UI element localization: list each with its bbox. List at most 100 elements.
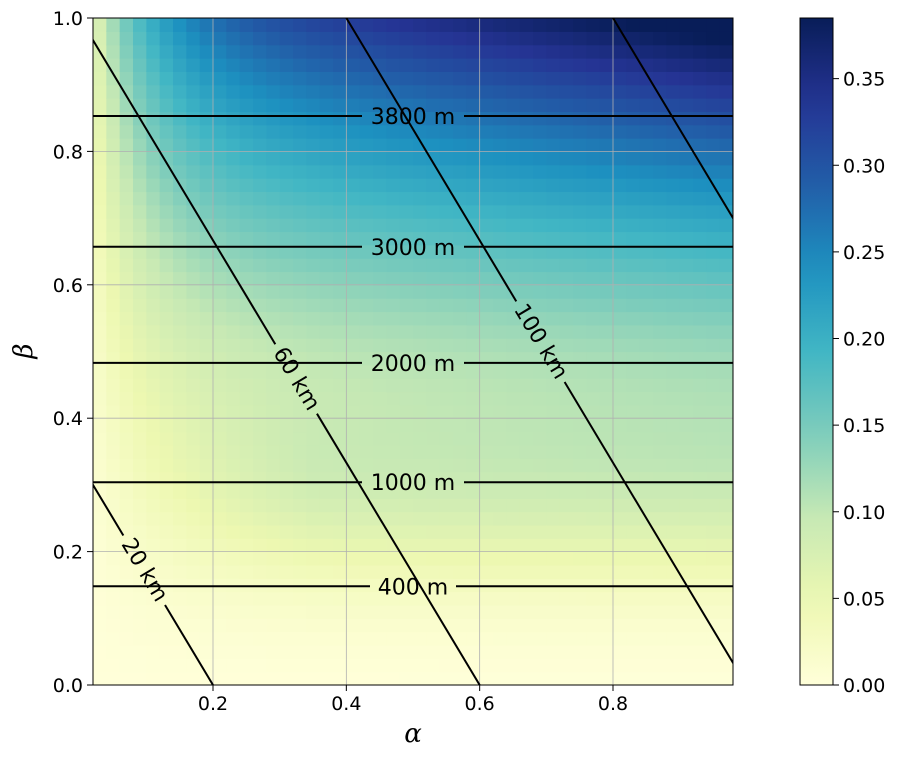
heatmap-cell bbox=[399, 178, 414, 193]
heatmap-cell bbox=[386, 644, 401, 659]
heatmap-cell bbox=[279, 151, 294, 166]
heatmap-cell bbox=[426, 58, 441, 72]
heatmap-cell bbox=[426, 218, 441, 233]
heatmap-cell bbox=[546, 191, 561, 206]
heatmap-cell bbox=[213, 551, 227, 566]
heatmap-cell bbox=[719, 378, 733, 393]
heatmap-cell bbox=[519, 271, 534, 286]
heatmap-cell bbox=[253, 191, 267, 206]
heatmap-cell bbox=[253, 471, 267, 486]
heatmap-cell bbox=[213, 151, 227, 166]
heatmap-cell bbox=[279, 444, 294, 459]
heatmap-cell bbox=[346, 338, 361, 353]
heatmap-cell bbox=[93, 71, 107, 86]
heatmap-cell bbox=[226, 44, 241, 59]
heatmap-cell bbox=[506, 218, 521, 233]
heatmap-cell bbox=[693, 444, 707, 459]
heatmap-cell bbox=[706, 458, 721, 473]
heatmap-cell bbox=[666, 538, 681, 553]
heatmap-cell bbox=[519, 218, 534, 233]
heatmap-cell bbox=[119, 604, 134, 619]
heatmap-cell bbox=[506, 378, 521, 393]
heatmap-cell bbox=[239, 98, 254, 112]
heatmap-cell bbox=[533, 591, 547, 606]
heatmap-cell bbox=[106, 138, 121, 152]
heatmap-cell bbox=[559, 631, 574, 646]
heatmap-cell bbox=[479, 71, 494, 86]
heatmap-cell bbox=[373, 591, 387, 606]
heatmap-cell bbox=[666, 271, 681, 286]
heatmap-cell bbox=[93, 524, 107, 539]
heatmap-cell bbox=[293, 338, 307, 353]
heatmap-cell bbox=[599, 284, 614, 299]
heatmap-cell bbox=[506, 98, 521, 112]
y-tick-label: 0.6 bbox=[53, 275, 83, 297]
heatmap-cell bbox=[159, 124, 174, 139]
heatmap-cell bbox=[146, 564, 161, 579]
heatmap-cell bbox=[359, 338, 374, 353]
heatmap-cell bbox=[506, 404, 521, 419]
heatmap-cell bbox=[573, 644, 587, 659]
heatmap-cell bbox=[573, 44, 587, 59]
heatmap-cell bbox=[439, 271, 454, 286]
heatmap-cell bbox=[173, 98, 187, 112]
heatmap-cell bbox=[399, 218, 414, 233]
heatmap-cell bbox=[506, 31, 521, 46]
heatmap-cell bbox=[599, 471, 614, 486]
heatmap-cell bbox=[573, 484, 587, 499]
heatmap-cell bbox=[159, 618, 174, 633]
contour-label: 3000 m bbox=[371, 236, 455, 261]
heatmap-cell bbox=[253, 98, 267, 112]
heatmap-cell bbox=[239, 164, 254, 179]
heatmap-cell bbox=[119, 404, 134, 419]
heatmap-cell bbox=[133, 364, 147, 379]
heatmap-cell bbox=[266, 58, 281, 72]
heatmap-cell bbox=[319, 231, 334, 246]
heatmap-cell bbox=[466, 618, 481, 633]
heatmap-cell bbox=[279, 138, 294, 152]
heatmap-cell bbox=[706, 498, 721, 513]
heatmap-cell bbox=[146, 378, 161, 393]
heatmap-cell bbox=[679, 218, 694, 233]
heatmap-cell bbox=[386, 271, 401, 286]
heatmap-cell bbox=[159, 391, 174, 406]
heatmap-cell bbox=[493, 164, 507, 179]
heatmap-cell bbox=[586, 338, 601, 353]
heatmap-cell bbox=[199, 258, 214, 273]
heatmap-cell bbox=[546, 378, 561, 393]
y-axis-label: β bbox=[9, 343, 39, 359]
heatmap-cell bbox=[559, 658, 574, 673]
heatmap-cell bbox=[546, 658, 561, 673]
heatmap-cell bbox=[666, 471, 681, 486]
heatmap-cell bbox=[719, 551, 733, 566]
heatmap-cell bbox=[639, 98, 654, 112]
heatmap-cell bbox=[199, 138, 214, 152]
heatmap-cell bbox=[399, 164, 414, 179]
heatmap-cell bbox=[493, 231, 507, 246]
heatmap-cell bbox=[346, 511, 361, 526]
heatmap-cell bbox=[93, 298, 107, 313]
heatmap-cell bbox=[199, 618, 214, 633]
heatmap-cell bbox=[653, 31, 667, 46]
heatmap-cell bbox=[519, 631, 534, 646]
heatmap-cell bbox=[453, 178, 467, 193]
heatmap-cell bbox=[439, 311, 454, 326]
heatmap-cell bbox=[373, 444, 387, 459]
heatmap-cell bbox=[119, 511, 134, 526]
heatmap-cell bbox=[546, 418, 561, 433]
heatmap-cell bbox=[506, 338, 521, 353]
heatmap-cell bbox=[719, 204, 733, 219]
heatmap-cell bbox=[719, 391, 733, 406]
heatmap-cell bbox=[519, 138, 534, 152]
heatmap-cell bbox=[613, 644, 627, 659]
heatmap-cell bbox=[253, 551, 267, 566]
heatmap-cell bbox=[159, 138, 174, 152]
heatmap-cell bbox=[519, 658, 534, 673]
heatmap-cell bbox=[373, 551, 387, 566]
heatmap-cell bbox=[666, 591, 681, 606]
heatmap-cell bbox=[586, 31, 601, 46]
heatmap-cell bbox=[199, 551, 214, 566]
heatmap-cell bbox=[359, 271, 374, 286]
heatmap-cell bbox=[239, 444, 254, 459]
heatmap-cell bbox=[293, 71, 307, 86]
